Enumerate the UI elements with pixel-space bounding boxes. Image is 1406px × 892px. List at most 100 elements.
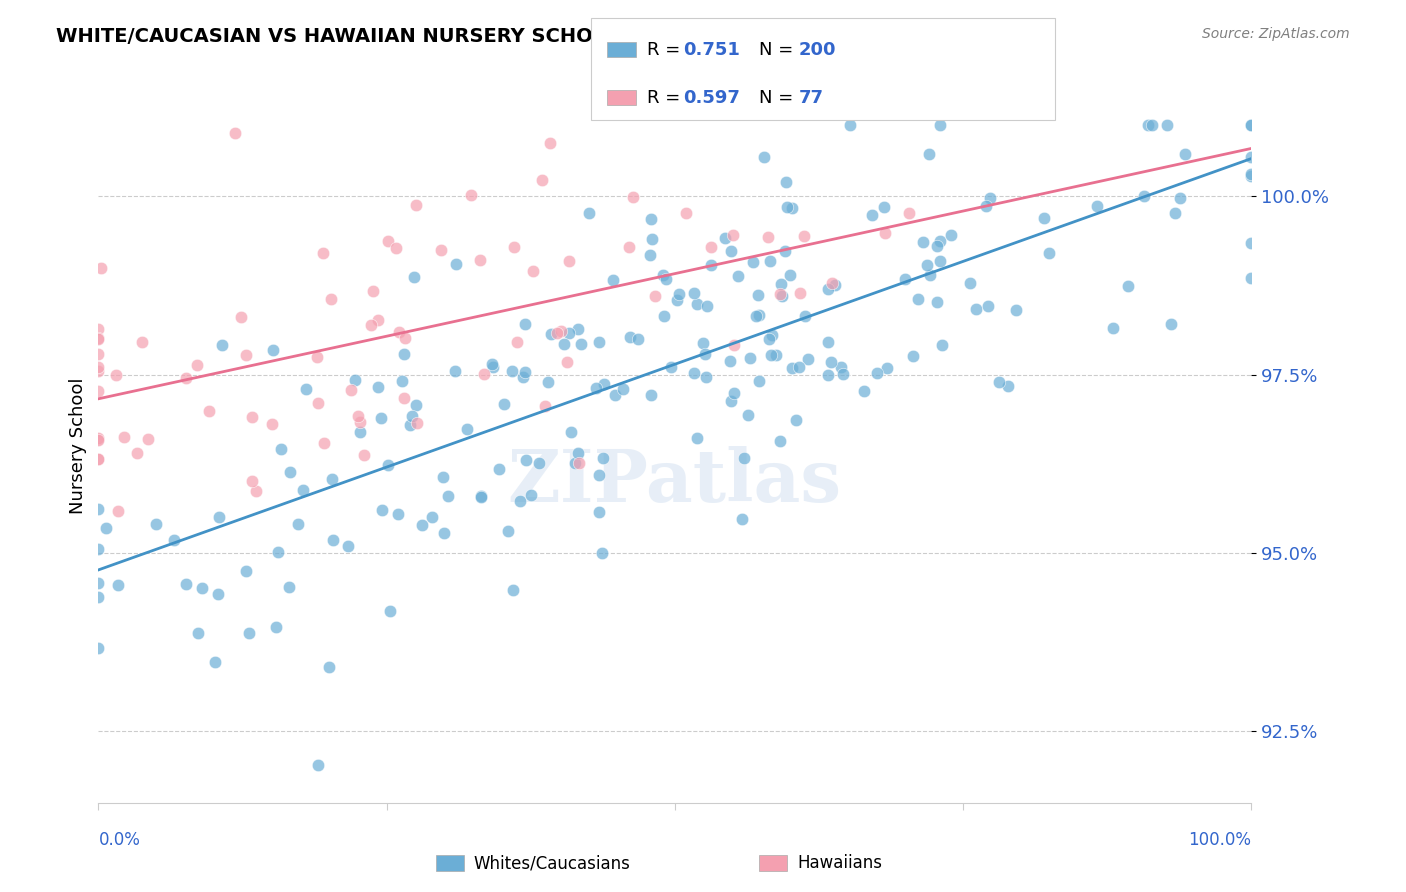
Point bbox=[174, 371, 197, 385]
Point bbox=[468, 253, 491, 268]
Point bbox=[433, 525, 456, 540]
Point bbox=[430, 243, 453, 257]
Point bbox=[519, 487, 541, 501]
Point bbox=[588, 467, 610, 482]
Point bbox=[94, 521, 117, 535]
Point bbox=[322, 533, 344, 548]
Point bbox=[555, 355, 578, 369]
Point bbox=[568, 456, 591, 470]
Point bbox=[538, 136, 561, 151]
Point bbox=[738, 351, 761, 365]
Point bbox=[87, 591, 110, 605]
Point bbox=[87, 432, 110, 446]
Point bbox=[761, 328, 783, 343]
Point bbox=[224, 126, 246, 140]
Point bbox=[832, 367, 855, 381]
Point bbox=[125, 445, 148, 459]
Point bbox=[347, 409, 370, 423]
Point bbox=[522, 264, 544, 278]
Point bbox=[560, 425, 582, 439]
Point bbox=[432, 469, 454, 483]
Point bbox=[353, 448, 375, 462]
Point bbox=[107, 577, 129, 591]
Point bbox=[481, 357, 503, 371]
Point bbox=[593, 377, 616, 392]
Point bbox=[470, 491, 492, 505]
Point bbox=[208, 509, 231, 524]
Point bbox=[406, 417, 429, 431]
Point bbox=[131, 335, 153, 350]
Point bbox=[287, 516, 309, 531]
Point bbox=[692, 336, 714, 351]
Point bbox=[87, 576, 110, 591]
Point bbox=[1168, 191, 1191, 205]
Point bbox=[765, 349, 787, 363]
Point bbox=[758, 332, 780, 346]
Point bbox=[603, 388, 626, 402]
Point bbox=[652, 268, 675, 282]
Point bbox=[349, 415, 371, 429]
Point bbox=[682, 366, 704, 380]
Point bbox=[163, 533, 186, 547]
Point bbox=[235, 348, 257, 362]
Point bbox=[817, 368, 839, 383]
Point bbox=[399, 418, 422, 433]
Point bbox=[638, 248, 661, 262]
Point bbox=[307, 758, 329, 772]
Text: 0.597: 0.597 bbox=[683, 89, 740, 107]
Point bbox=[754, 150, 776, 164]
Point bbox=[652, 309, 675, 323]
Point bbox=[959, 276, 981, 290]
Point bbox=[503, 239, 526, 253]
Point bbox=[437, 489, 460, 503]
Point bbox=[866, 366, 889, 380]
Point bbox=[240, 409, 263, 424]
Point bbox=[567, 446, 589, 460]
Point bbox=[402, 270, 425, 285]
Point bbox=[533, 400, 555, 414]
Point bbox=[564, 457, 586, 471]
Text: N =: N = bbox=[759, 89, 799, 107]
Point bbox=[780, 201, 803, 215]
Text: R =: R = bbox=[647, 89, 686, 107]
Point bbox=[588, 334, 610, 349]
Text: Whites/Caucasians: Whites/Caucasians bbox=[474, 855, 631, 872]
Point bbox=[585, 381, 607, 395]
Point bbox=[87, 364, 110, 378]
Point bbox=[929, 254, 952, 268]
Text: 0.751: 0.751 bbox=[683, 41, 740, 59]
Text: N =: N = bbox=[759, 41, 799, 59]
Point bbox=[527, 456, 550, 470]
Point bbox=[665, 293, 688, 308]
Point bbox=[558, 326, 581, 341]
Point bbox=[830, 359, 852, 374]
Point bbox=[860, 208, 883, 222]
Point bbox=[107, 504, 129, 518]
Point bbox=[821, 276, 844, 290]
Point bbox=[748, 308, 770, 322]
Point bbox=[392, 391, 415, 405]
Point bbox=[1116, 279, 1139, 293]
Point bbox=[699, 258, 721, 272]
Point bbox=[540, 326, 562, 341]
Point bbox=[1160, 317, 1182, 331]
Point bbox=[87, 384, 110, 398]
Point bbox=[378, 604, 401, 618]
Point bbox=[384, 241, 406, 255]
Point bbox=[779, 268, 801, 282]
Point bbox=[229, 310, 252, 325]
Point bbox=[723, 338, 745, 352]
Point bbox=[976, 299, 998, 313]
Point bbox=[387, 325, 409, 339]
Y-axis label: Nursery School: Nursery School bbox=[69, 377, 87, 515]
Point bbox=[759, 348, 782, 362]
Point bbox=[550, 325, 572, 339]
Text: R =: R = bbox=[647, 41, 686, 59]
Point bbox=[713, 231, 735, 245]
Point bbox=[405, 399, 427, 413]
Point bbox=[136, 433, 159, 447]
Point bbox=[723, 385, 745, 400]
Point bbox=[1005, 302, 1028, 317]
Point bbox=[186, 358, 208, 372]
Point bbox=[278, 465, 301, 479]
